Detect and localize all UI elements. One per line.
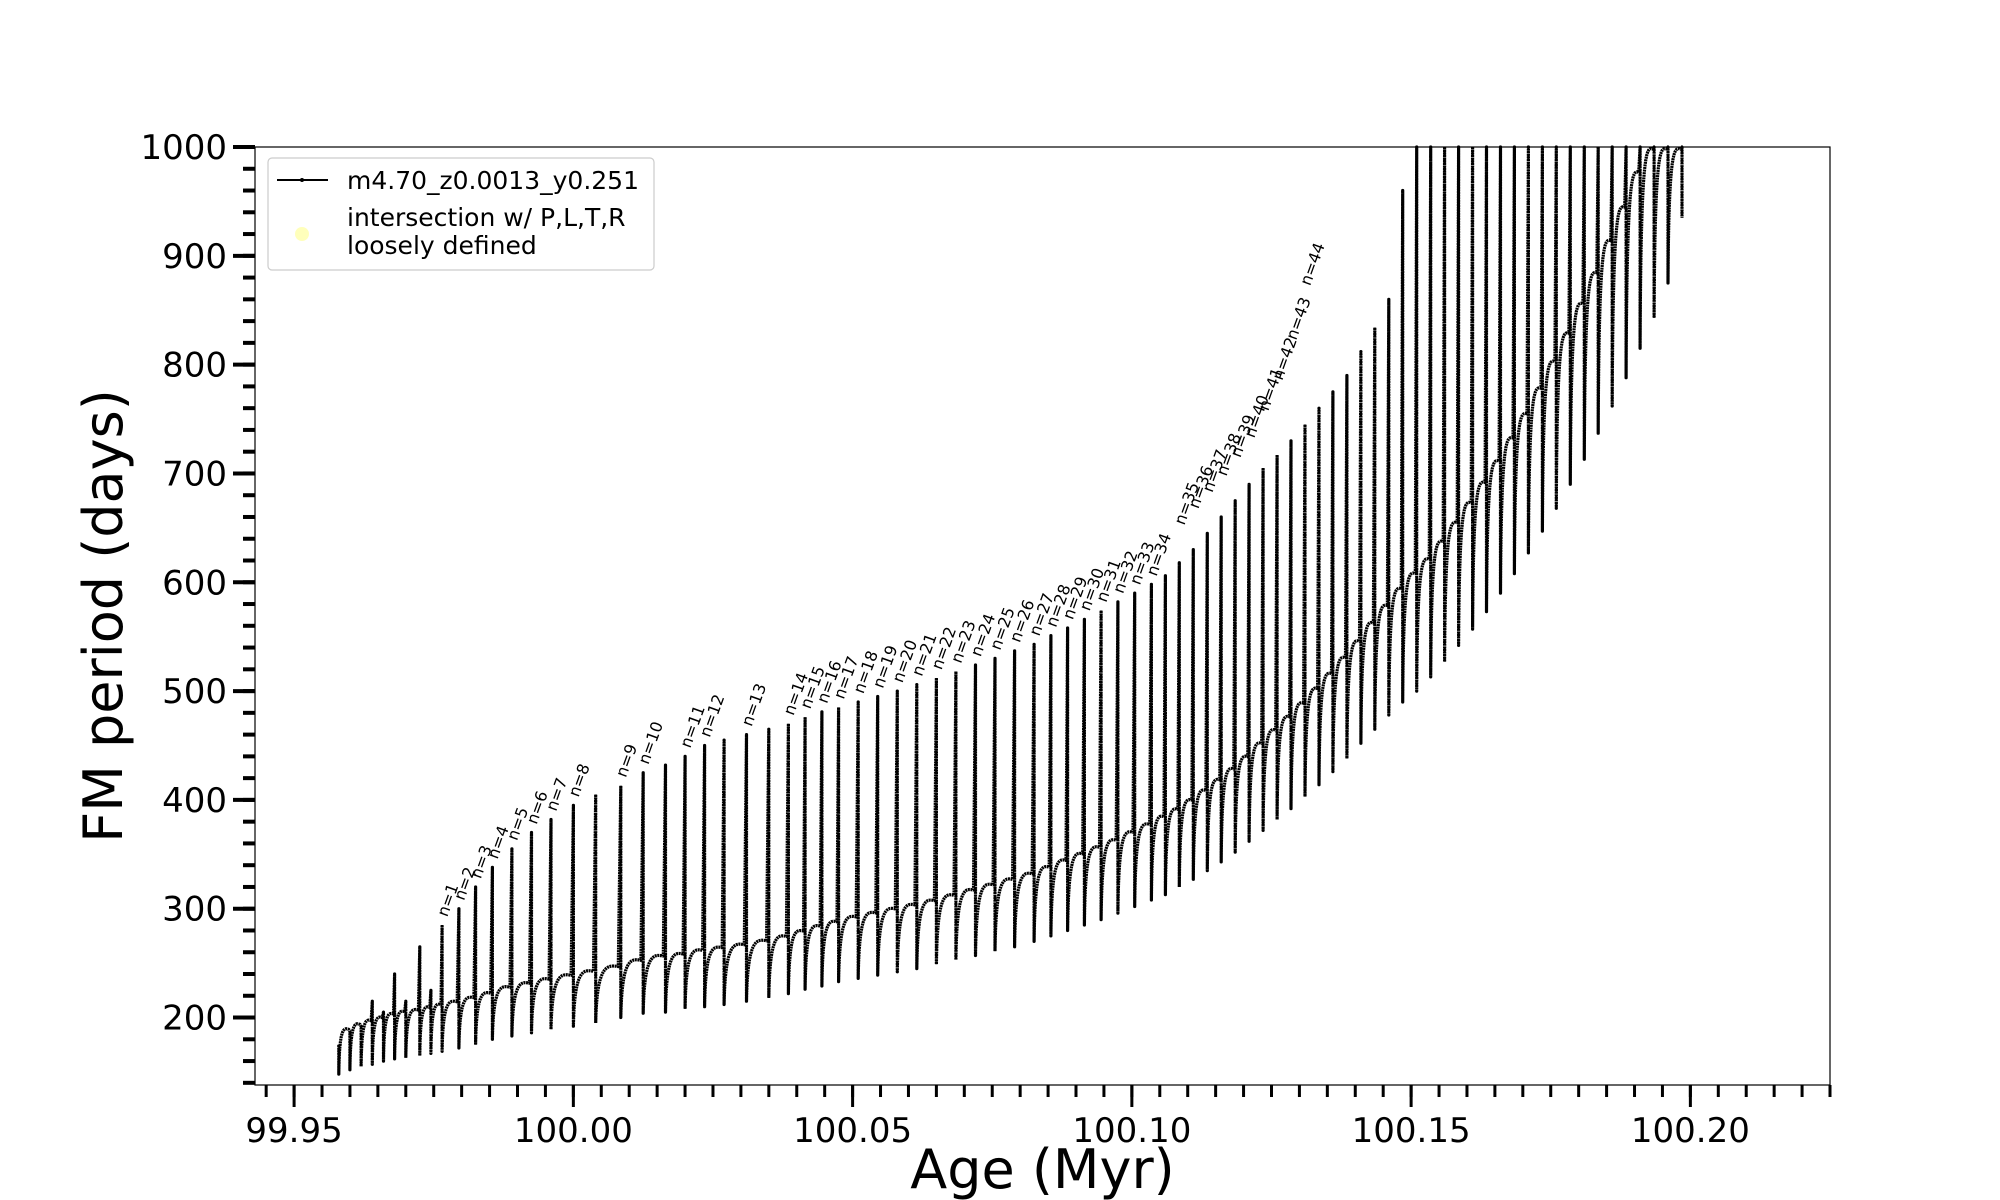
y-tick-label: 800 [162, 346, 227, 386]
series-line [337, 145, 1684, 1076]
legend-entry-series: m4.70_z0.0013_y0.251 [347, 166, 639, 195]
x-tick-label: 100.15 [1352, 1111, 1471, 1151]
x-tick-label: 100.05 [793, 1111, 912, 1151]
x-tick-label: 100.10 [1072, 1111, 1191, 1151]
y-tick-label: 900 [162, 237, 227, 277]
y-axis-label: FM period (days) [72, 389, 135, 843]
y-tick-label: 400 [162, 781, 227, 821]
x-axis: 99.95 100.00 100.05 100.10 100.15 100.20 [245, 1085, 1832, 1151]
legend-entry-intersection: intersection w/ P,L,T,R [347, 203, 626, 232]
y-tick-label: 200 [162, 999, 227, 1039]
legend-marker-intersection [295, 227, 309, 241]
x-tick-label: 99.95 [245, 1111, 342, 1151]
legend-box [267, 157, 655, 271]
legend-entry-intersection-line2: loosely defined [347, 231, 537, 260]
y-tick-label: 600 [162, 563, 227, 603]
legend-line-marker [300, 178, 304, 182]
x-axis-label: Age (Myr) [910, 1138, 1175, 1200]
curve-layer [337, 145, 1684, 1076]
y-tick-label: 300 [162, 890, 227, 930]
legend: m4.70_z0.0013_y0.251 intersection w/ P,L… [267, 157, 655, 271]
y-axis: 200 300 400 500 600 700 800 900 1000 [140, 128, 255, 1085]
x-tick-label: 100.00 [514, 1111, 633, 1151]
plot-frame [254, 146, 1831, 1086]
y-tick-label: 1000 [140, 128, 227, 168]
x-tick-label: 100.20 [1631, 1111, 1750, 1151]
y-tick-label: 700 [162, 454, 227, 494]
y-tick-label: 500 [162, 672, 227, 712]
